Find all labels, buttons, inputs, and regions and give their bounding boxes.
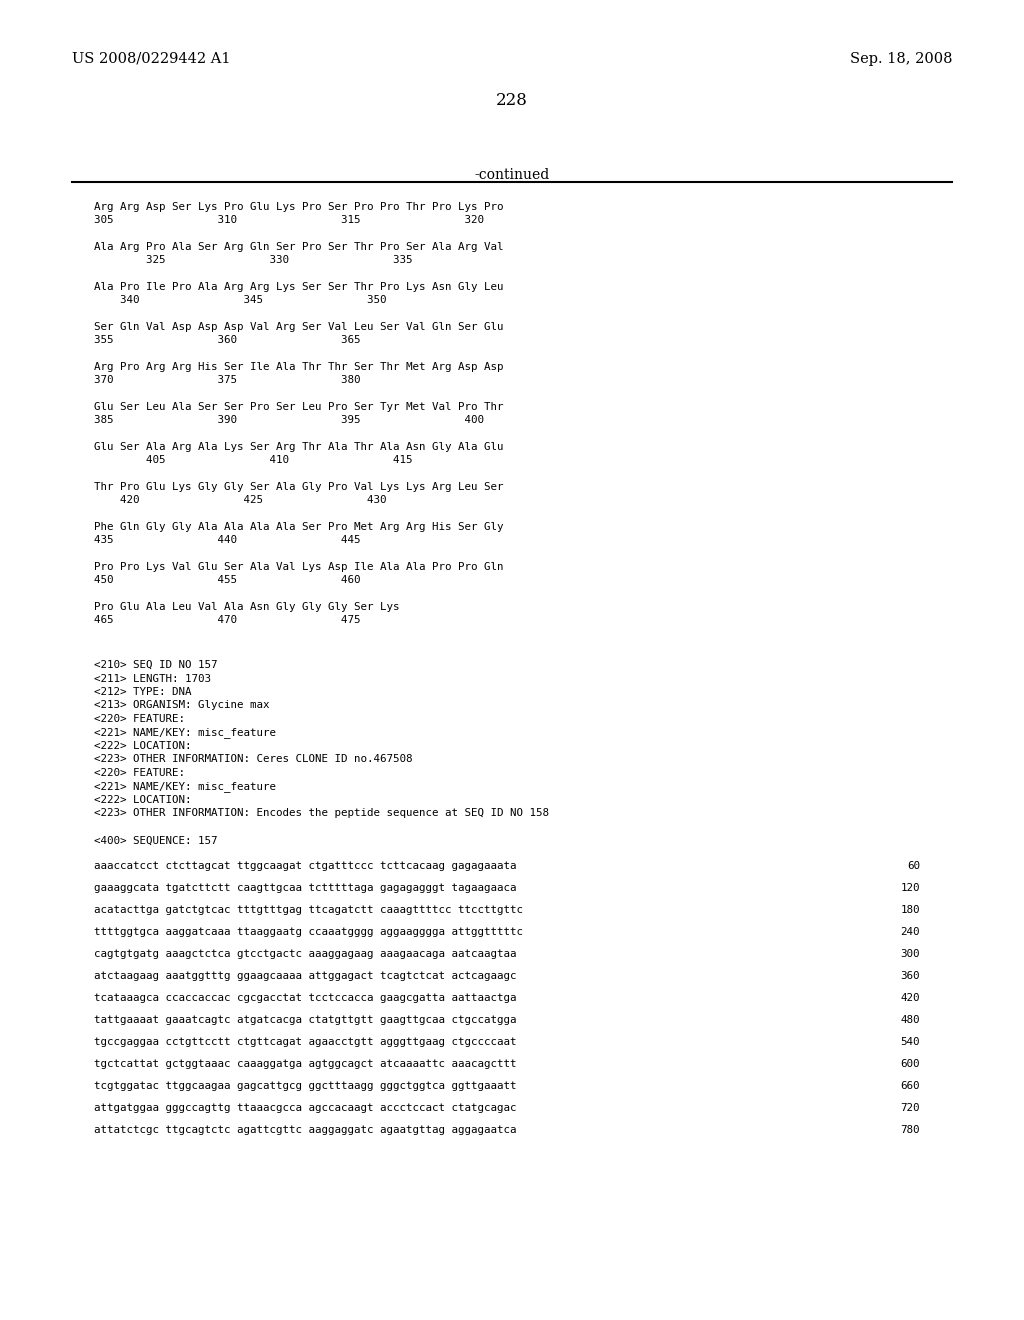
Text: 120: 120: [900, 883, 920, 894]
Text: ttttggtgca aaggatcaaa ttaaggaatg ccaaatgggg aggaagggga attggtttttc: ttttggtgca aaggatcaaa ttaaggaatg ccaaatg…: [94, 927, 523, 937]
Text: tcataaagca ccaccaccac cgcgacctat tcctccacca gaagcgatta aattaactga: tcataaagca ccaccaccac cgcgacctat tcctcca…: [94, 993, 516, 1003]
Text: 325                330                335: 325 330 335: [94, 255, 413, 265]
Text: 370                375                380: 370 375 380: [94, 375, 360, 385]
Text: 720: 720: [900, 1104, 920, 1113]
Text: 180: 180: [900, 906, 920, 915]
Text: Ala Arg Pro Ala Ser Arg Gln Ser Pro Ser Thr Pro Ser Ala Arg Val: Ala Arg Pro Ala Ser Arg Gln Ser Pro Ser …: [94, 242, 504, 252]
Text: Glu Ser Ala Arg Ala Lys Ser Arg Thr Ala Thr Ala Asn Gly Ala Glu: Glu Ser Ala Arg Ala Lys Ser Arg Thr Ala …: [94, 442, 504, 451]
Text: 355                360                365: 355 360 365: [94, 335, 360, 345]
Text: 450                455                460: 450 455 460: [94, 576, 360, 585]
Text: Arg Pro Arg Arg His Ser Ile Ala Thr Thr Ser Thr Met Arg Asp Asp: Arg Pro Arg Arg His Ser Ile Ala Thr Thr …: [94, 362, 504, 372]
Text: tgccgaggaa cctgttcctt ctgttcagat agaacctgtt agggttgaag ctgccccaat: tgccgaggaa cctgttcctt ctgttcagat agaacct…: [94, 1038, 516, 1047]
Text: 465                470                475: 465 470 475: [94, 615, 360, 624]
Text: tattgaaaat gaaatcagtc atgatcacga ctatgttgtt gaagttgcaa ctgccatgga: tattgaaaat gaaatcagtc atgatcacga ctatgtt…: [94, 1015, 516, 1026]
Text: 780: 780: [900, 1125, 920, 1135]
Text: <212> TYPE: DNA: <212> TYPE: DNA: [94, 686, 191, 697]
Text: <223> OTHER INFORMATION: Ceres CLONE ID no.467508: <223> OTHER INFORMATION: Ceres CLONE ID …: [94, 755, 413, 764]
Text: 480: 480: [900, 1015, 920, 1026]
Text: <220> FEATURE:: <220> FEATURE:: [94, 768, 185, 777]
Text: 405                410                415: 405 410 415: [94, 455, 413, 465]
Text: Phe Gln Gly Gly Ala Ala Ala Ala Ser Pro Met Arg Arg His Ser Gly: Phe Gln Gly Gly Ala Ala Ala Ala Ser Pro …: [94, 521, 504, 532]
Text: Sep. 18, 2008: Sep. 18, 2008: [850, 51, 952, 66]
Text: Arg Arg Asp Ser Lys Pro Glu Lys Pro Ser Pro Pro Thr Pro Lys Pro: Arg Arg Asp Ser Lys Pro Glu Lys Pro Ser …: [94, 202, 504, 213]
Text: 340                345                350: 340 345 350: [94, 294, 386, 305]
Text: <220> FEATURE:: <220> FEATURE:: [94, 714, 185, 723]
Text: atctaagaag aaatggtttg ggaagcaaaa attggagact tcagtctcat actcagaagc: atctaagaag aaatggtttg ggaagcaaaa attggag…: [94, 972, 516, 981]
Text: 540: 540: [900, 1038, 920, 1047]
Text: 600: 600: [900, 1059, 920, 1069]
Text: attgatggaa gggccagttg ttaaacgcca agccacaagt accctccact ctatgcagac: attgatggaa gggccagttg ttaaacgcca agccaca…: [94, 1104, 516, 1113]
Text: acatacttga gatctgtcac tttgtttgag ttcagatctt caaagttttcc ttccttgttc: acatacttga gatctgtcac tttgtttgag ttcagat…: [94, 906, 523, 915]
Text: 228: 228: [496, 92, 528, 110]
Text: <223> OTHER INFORMATION: Encodes the peptide sequence at SEQ ID NO 158: <223> OTHER INFORMATION: Encodes the pep…: [94, 808, 549, 818]
Text: 660: 660: [900, 1081, 920, 1092]
Text: 240: 240: [900, 927, 920, 937]
Text: tcgtggatac ttggcaagaa gagcattgcg ggctttaagg gggctggtca ggttgaaatt: tcgtggatac ttggcaagaa gagcattgcg ggcttta…: [94, 1081, 516, 1092]
Text: <221> NAME/KEY: misc_feature: <221> NAME/KEY: misc_feature: [94, 781, 276, 792]
Text: 385                390                395                400: 385 390 395 400: [94, 414, 484, 425]
Text: Ser Gln Val Asp Asp Asp Val Arg Ser Val Leu Ser Val Gln Ser Glu: Ser Gln Val Asp Asp Asp Val Arg Ser Val …: [94, 322, 504, 333]
Text: cagtgtgatg aaagctctca gtcctgactc aaaggagaag aaagaacaga aatcaagtaa: cagtgtgatg aaagctctca gtcctgactc aaaggag…: [94, 949, 516, 960]
Text: <400> SEQUENCE: 157: <400> SEQUENCE: 157: [94, 836, 217, 846]
Text: <222> LOCATION:: <222> LOCATION:: [94, 795, 191, 805]
Text: Thr Pro Glu Lys Gly Gly Ser Ala Gly Pro Val Lys Lys Arg Leu Ser: Thr Pro Glu Lys Gly Gly Ser Ala Gly Pro …: [94, 482, 504, 492]
Text: 360: 360: [900, 972, 920, 981]
Text: 305                310                315                320: 305 310 315 320: [94, 215, 484, 224]
Text: Pro Pro Lys Val Glu Ser Ala Val Lys Asp Ile Ala Ala Pro Pro Gln: Pro Pro Lys Val Glu Ser Ala Val Lys Asp …: [94, 562, 504, 572]
Text: Pro Glu Ala Leu Val Ala Asn Gly Gly Gly Ser Lys: Pro Glu Ala Leu Val Ala Asn Gly Gly Gly …: [94, 602, 399, 612]
Text: US 2008/0229442 A1: US 2008/0229442 A1: [72, 51, 230, 66]
Text: 420                425                430: 420 425 430: [94, 495, 386, 506]
Text: -continued: -continued: [474, 168, 550, 182]
Text: <213> ORGANISM: Glycine max: <213> ORGANISM: Glycine max: [94, 701, 269, 710]
Text: aaaccatcct ctcttagcat ttggcaagat ctgatttccc tcttcacaag gagagaaata: aaaccatcct ctcttagcat ttggcaagat ctgattt…: [94, 861, 516, 871]
Text: <222> LOCATION:: <222> LOCATION:: [94, 741, 191, 751]
Text: Glu Ser Leu Ala Ser Ser Pro Ser Leu Pro Ser Tyr Met Val Pro Thr: Glu Ser Leu Ala Ser Ser Pro Ser Leu Pro …: [94, 403, 504, 412]
Text: gaaaggcata tgatcttctt caagttgcaa tctttttaga gagagagggt tagaagaaca: gaaaggcata tgatcttctt caagttgcaa tcttttt…: [94, 883, 516, 894]
Text: 420: 420: [900, 993, 920, 1003]
Text: Ala Pro Ile Pro Ala Arg Arg Lys Ser Ser Thr Pro Lys Asn Gly Leu: Ala Pro Ile Pro Ala Arg Arg Lys Ser Ser …: [94, 282, 504, 292]
Text: attatctcgc ttgcagtctc agattcgttc aaggaggatc agaatgttag aggagaatca: attatctcgc ttgcagtctc agattcgttc aaggagg…: [94, 1125, 516, 1135]
Text: <221> NAME/KEY: misc_feature: <221> NAME/KEY: misc_feature: [94, 727, 276, 738]
Text: 300: 300: [900, 949, 920, 960]
Text: 60: 60: [907, 861, 920, 871]
Text: tgctcattat gctggtaaac caaaggatga agtggcagct atcaaaattc aaacagcttt: tgctcattat gctggtaaac caaaggatga agtggca…: [94, 1059, 516, 1069]
Text: <211> LENGTH: 1703: <211> LENGTH: 1703: [94, 673, 211, 684]
Text: 435                440                445: 435 440 445: [94, 535, 360, 545]
Text: <210> SEQ ID NO 157: <210> SEQ ID NO 157: [94, 660, 217, 671]
